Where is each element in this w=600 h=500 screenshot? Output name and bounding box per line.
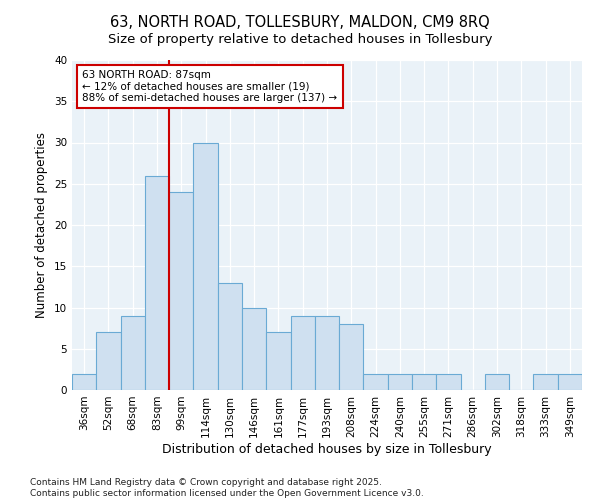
Bar: [388, 374, 412, 390]
Bar: [242, 308, 266, 390]
Text: Contains HM Land Registry data © Crown copyright and database right 2025.
Contai: Contains HM Land Registry data © Crown c…: [30, 478, 424, 498]
Bar: [533, 374, 558, 390]
Bar: [266, 332, 290, 390]
Text: 63 NORTH ROAD: 87sqm
← 12% of detached houses are smaller (19)
88% of semi-detac: 63 NORTH ROAD: 87sqm ← 12% of detached h…: [82, 70, 337, 103]
Bar: [145, 176, 169, 390]
Bar: [485, 374, 509, 390]
X-axis label: Distribution of detached houses by size in Tollesbury: Distribution of detached houses by size …: [162, 442, 492, 456]
Bar: [558, 374, 582, 390]
Bar: [364, 374, 388, 390]
Text: 63, NORTH ROAD, TOLLESBURY, MALDON, CM9 8RQ: 63, NORTH ROAD, TOLLESBURY, MALDON, CM9 …: [110, 15, 490, 30]
Bar: [412, 374, 436, 390]
Y-axis label: Number of detached properties: Number of detached properties: [35, 132, 49, 318]
Bar: [169, 192, 193, 390]
Bar: [315, 316, 339, 390]
Bar: [72, 374, 96, 390]
Bar: [436, 374, 461, 390]
Bar: [121, 316, 145, 390]
Bar: [96, 332, 121, 390]
Text: Size of property relative to detached houses in Tollesbury: Size of property relative to detached ho…: [108, 32, 492, 46]
Bar: [193, 142, 218, 390]
Bar: [290, 316, 315, 390]
Bar: [339, 324, 364, 390]
Bar: [218, 283, 242, 390]
